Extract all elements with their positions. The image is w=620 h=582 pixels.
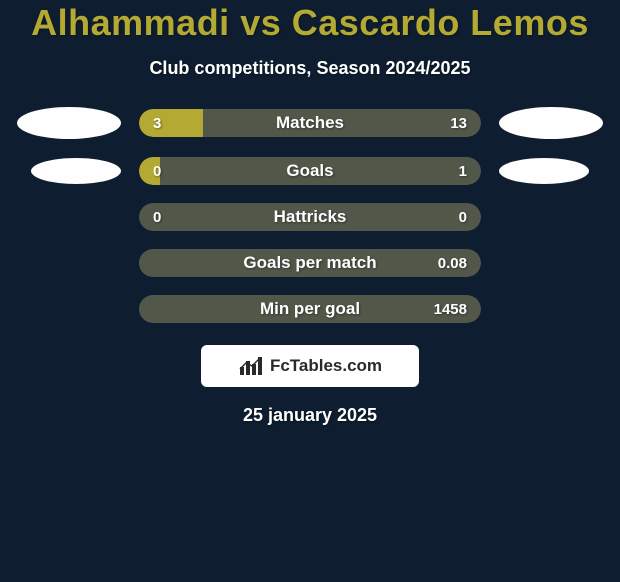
avatar-spacer	[499, 217, 603, 218]
stat-row: 01Goals	[0, 157, 620, 185]
stat-row: 1458Min per goal	[0, 295, 620, 323]
player-left-avatar	[31, 158, 121, 184]
stat-row: 0.08Goals per match	[0, 249, 620, 277]
subtitle: Club competitions, Season 2024/2025	[0, 58, 620, 79]
page-title: Alhammadi vs Cascardo Lemos	[0, 2, 620, 44]
stat-label: Hattricks	[139, 203, 481, 231]
stat-label: Min per goal	[139, 295, 481, 323]
avatar-spacer	[17, 263, 121, 264]
avatar-spacer	[17, 309, 121, 310]
player-left-avatar	[17, 107, 121, 139]
stat-row: 313Matches	[0, 107, 620, 139]
stat-bar: 00Hattricks	[139, 203, 481, 231]
stat-bar: 1458Min per goal	[139, 295, 481, 323]
stat-label: Goals per match	[139, 249, 481, 277]
avatar-spacer	[17, 217, 121, 218]
brand-badge: FcTables.com	[201, 345, 419, 387]
avatar-spacer	[499, 309, 603, 310]
stat-label: Goals	[139, 157, 481, 185]
stat-bar: 01Goals	[139, 157, 481, 185]
bars-icon	[238, 355, 264, 377]
avatar-spacer	[499, 263, 603, 264]
date-text: 25 january 2025	[0, 405, 620, 426]
player-right-avatar	[499, 158, 589, 184]
brand-text: FcTables.com	[270, 356, 382, 376]
stats-rows: 313Matches 01Goals 00Hattricks 0.08Goals pe…	[0, 107, 620, 323]
stat-label: Matches	[139, 109, 481, 137]
stat-bar: 313Matches	[139, 109, 481, 137]
player-right-avatar	[499, 107, 603, 139]
stat-bar: 0.08Goals per match	[139, 249, 481, 277]
stat-row: 00Hattricks	[0, 203, 620, 231]
